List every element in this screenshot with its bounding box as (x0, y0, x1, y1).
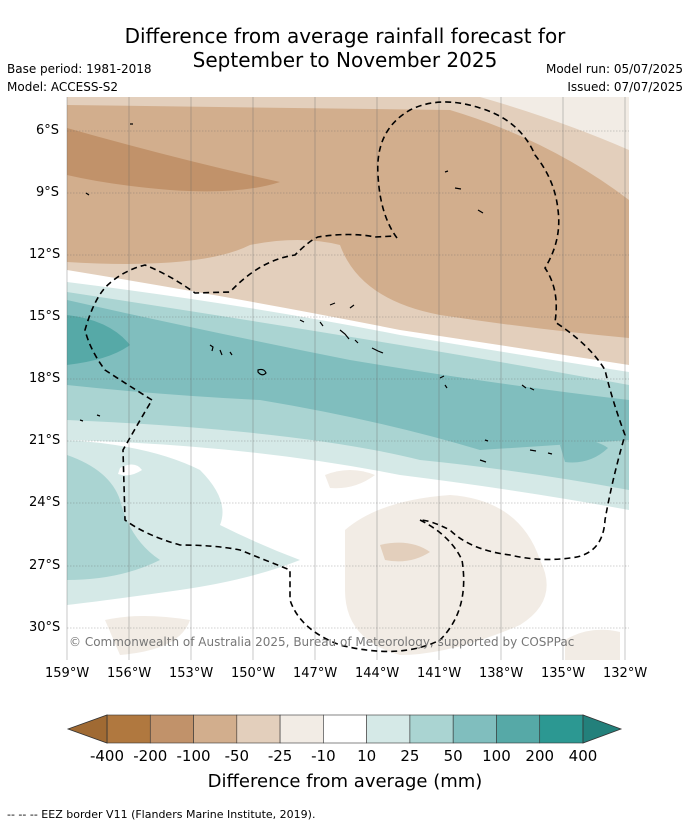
colorbar-tick-label: 50 (444, 747, 463, 765)
lon-label: 138°W (479, 666, 524, 681)
colorbar-cell (409, 714, 454, 744)
lon-label: 132°W (603, 666, 648, 681)
lat-label: 6°S (36, 123, 60, 138)
title-line-1: Difference from average rainfall forecas… (124, 24, 566, 48)
colorbar-cell (236, 714, 281, 744)
colorbar-ticks: -400 -200 -100 -50 -25 -10 10 25 50 100 200 400 (90, 747, 597, 765)
lon-label: 156°W (107, 666, 152, 681)
colorbar-cells (106, 714, 584, 744)
title-line-2: September to November 2025 (192, 48, 498, 72)
lat-label: 9°S (36, 185, 60, 200)
colorbar-label: Difference from average (mm) (207, 771, 483, 792)
chart-title: Difference from average rainfall forecas… (0, 24, 690, 72)
lon-label: 135°W (541, 666, 586, 681)
colorbar-tick-label: -50 (225, 747, 250, 765)
colorbar-cell (193, 714, 238, 744)
colorbar-cell (279, 714, 324, 744)
colorbar-cell (539, 714, 584, 744)
colorbar-cell (496, 714, 541, 744)
colorbar-tick-label: -200 (133, 747, 167, 765)
copyright-note: © Commonwealth of Australia 2025, Bureau… (69, 635, 574, 649)
lon-label: 159°W (45, 666, 90, 681)
rainfall-anomaly-fill (67, 97, 629, 660)
lat-label: 15°S (29, 309, 61, 324)
colorbar-cell (106, 714, 151, 744)
colorbar-tick-label: 400 (569, 747, 598, 765)
colorbar-cell (323, 714, 367, 744)
lat-label: 21°S (29, 433, 61, 448)
colorbar-tick-label: -400 (90, 747, 124, 765)
colorbar-tick-label: 25 (400, 747, 419, 765)
lon-label: 150°W (231, 666, 276, 681)
colorbar-tick-label: -100 (177, 747, 211, 765)
lon-label: 144°W (355, 666, 400, 681)
colorbar-cell (452, 714, 497, 744)
model-name: Model: ACCESS-S2 (7, 80, 119, 94)
lat-label: 24°S (29, 495, 61, 510)
colorbar-tick-label: 200 (525, 747, 554, 765)
colorbar-tick-label: 10 (357, 747, 376, 765)
lon-label: 141°W (417, 666, 462, 681)
eez-legend-note: -- -- -- EEZ border V11 (Flanders Marine… (7, 808, 316, 821)
lon-label: 147°W (293, 666, 338, 681)
lat-label: 27°S (29, 558, 61, 573)
lon-label: 153°W (169, 666, 214, 681)
model-run-date: Model run: 05/07/2025 (545, 62, 683, 76)
colorbar-cell (149, 714, 194, 744)
lat-label: 12°S (29, 247, 61, 262)
colorbar-tick-label: 100 (482, 747, 511, 765)
colorbar-cell (366, 714, 411, 744)
colorbar-extend-high (582, 714, 623, 744)
colorbar-extend-low (66, 714, 108, 744)
lat-label: 18°S (29, 371, 61, 386)
eez-border (84, 101, 626, 653)
issued-date: Issued: 07/07/2025 (567, 80, 683, 94)
colorbar-tick-label: -10 (311, 747, 336, 765)
lat-label: 30°S (29, 620, 61, 635)
islands (79, 123, 553, 463)
colorbar-tick-label: -25 (268, 747, 293, 765)
base-period: Base period: 1981-2018 (7, 62, 152, 76)
gridlines (66, 97, 629, 660)
